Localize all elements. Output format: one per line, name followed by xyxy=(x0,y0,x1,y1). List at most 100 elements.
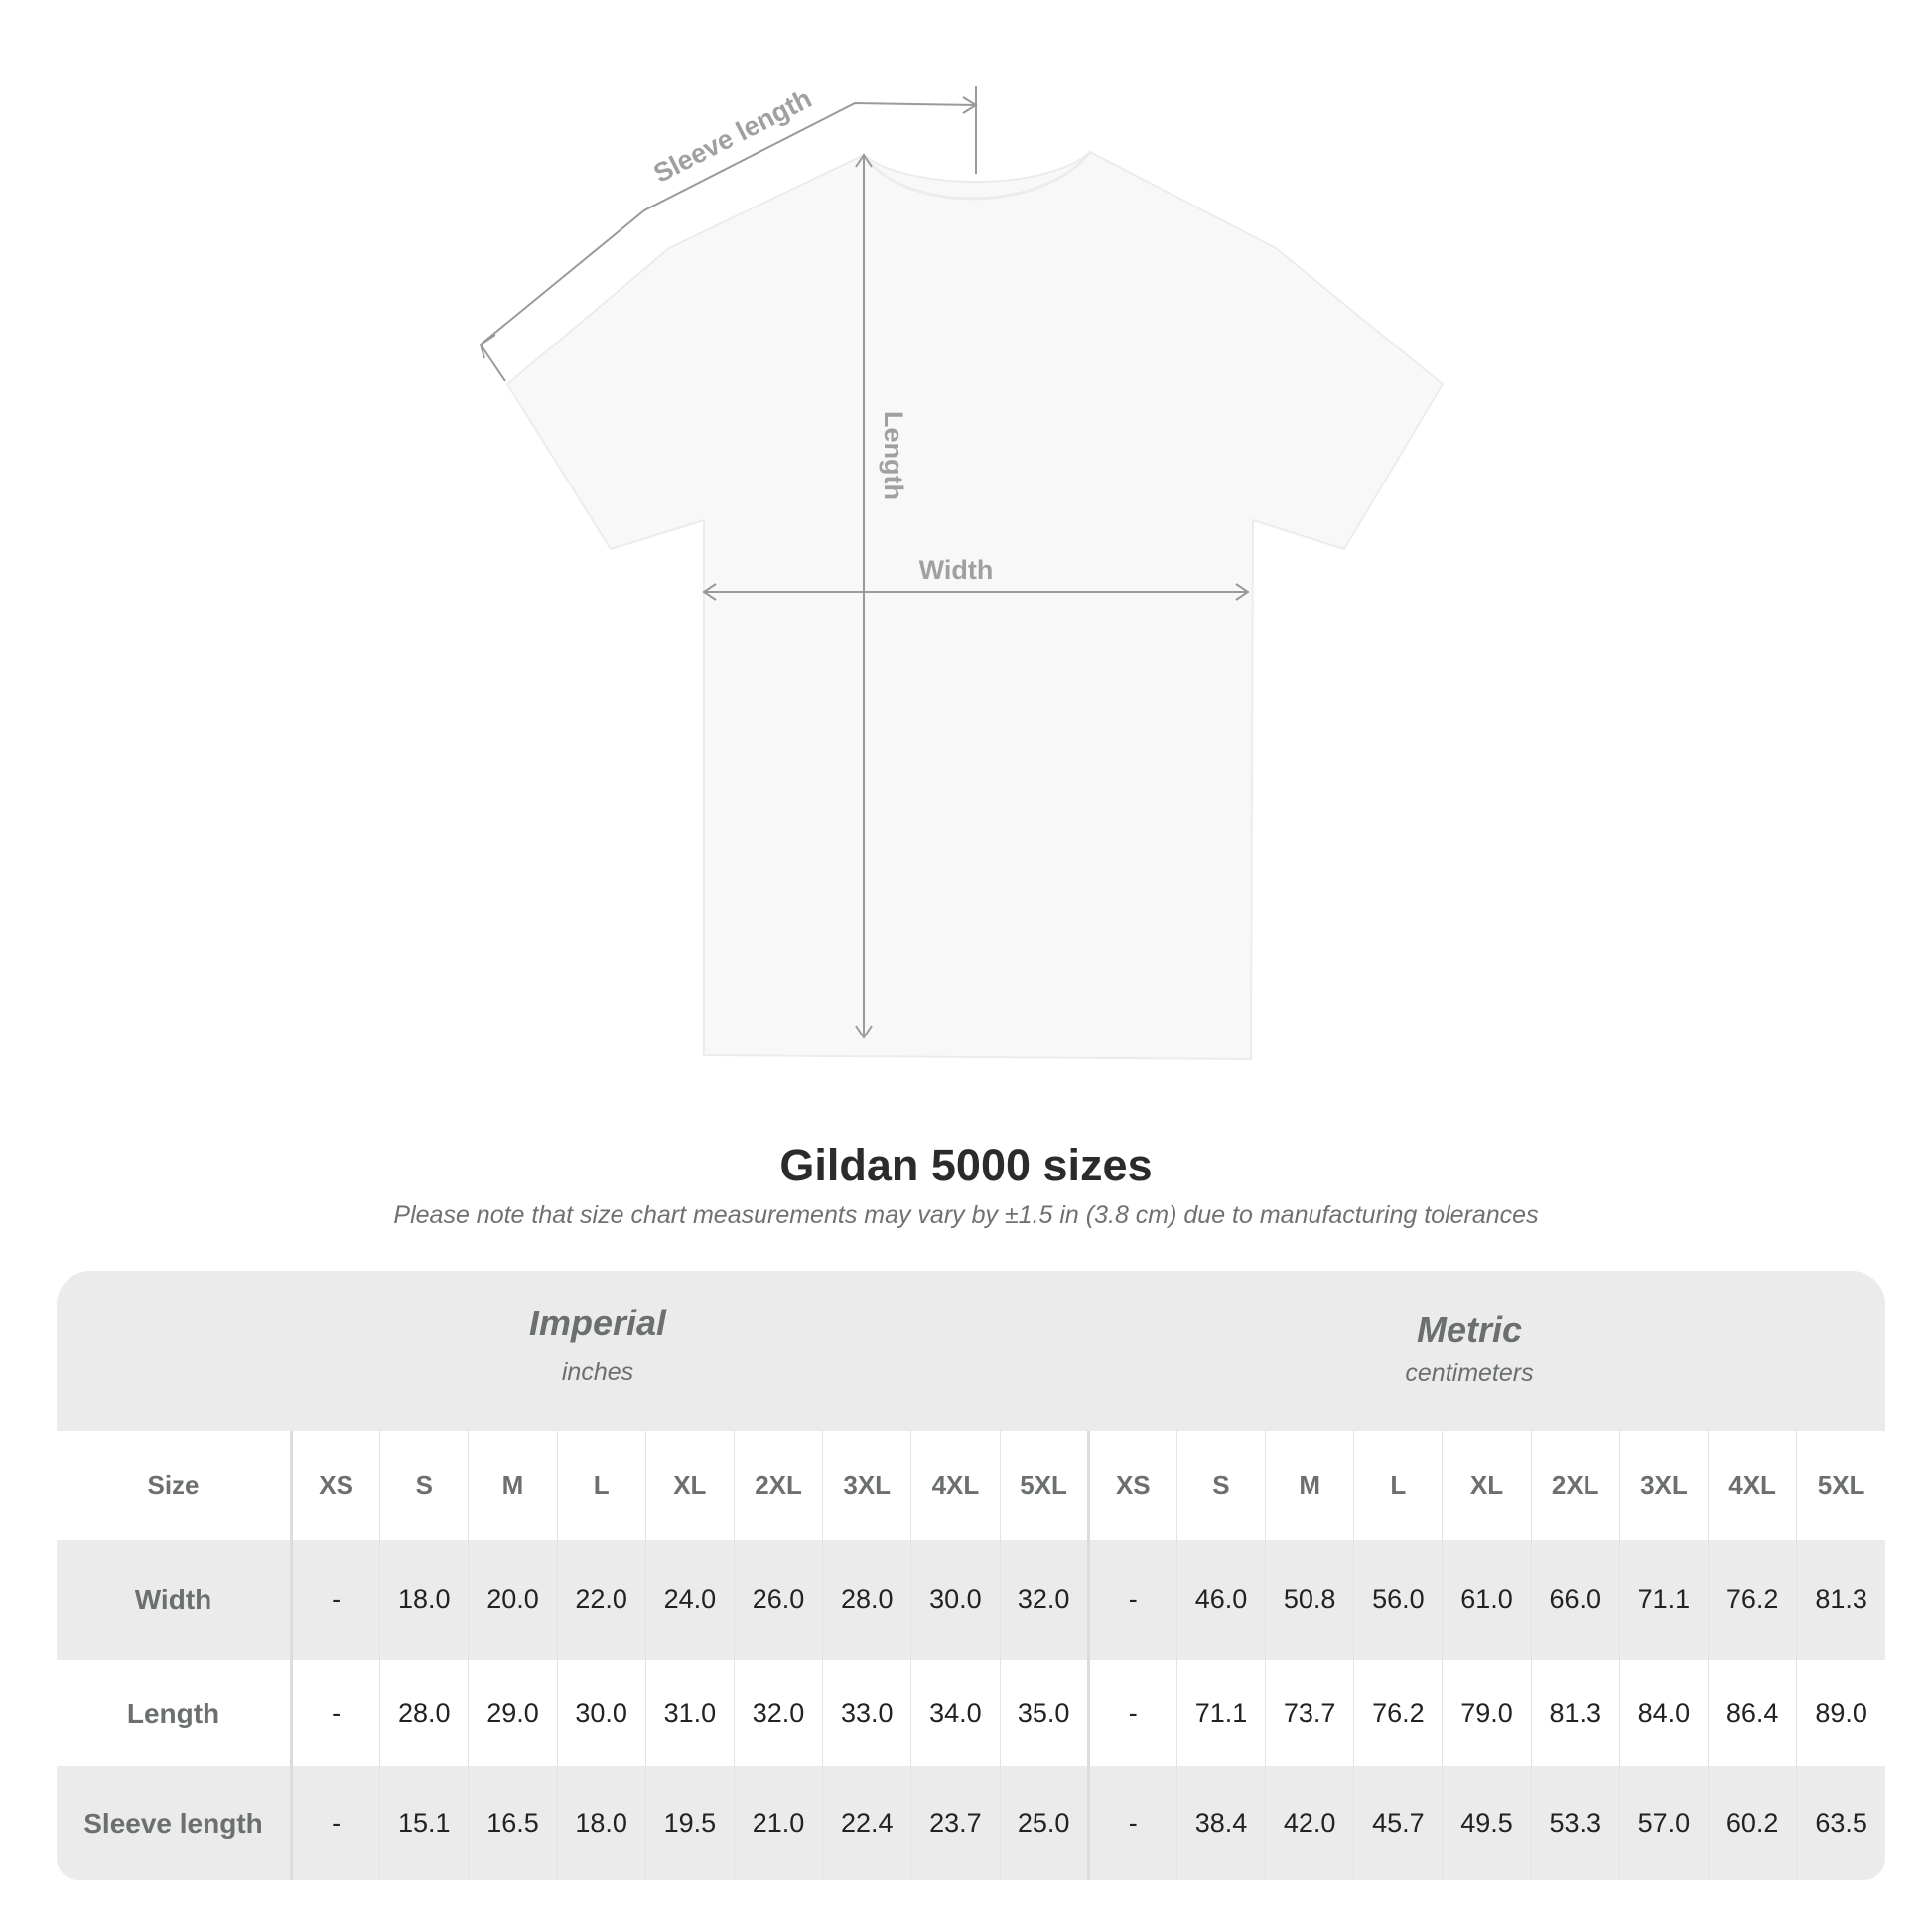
row-label: Sleeve length xyxy=(57,1766,292,1880)
imperial-value-cell: 31.0 xyxy=(644,1660,735,1766)
imperial-size-header: 4XL xyxy=(910,1431,1000,1540)
imperial-value-cell: 32.0 xyxy=(999,1540,1089,1660)
sleeve-tick-left xyxy=(480,344,506,382)
metric-value-cell: 71.1 xyxy=(1618,1540,1709,1660)
metric-value-cell: 38.4 xyxy=(1175,1766,1266,1880)
tolerance-note: Please note that size chart measurements… xyxy=(393,1201,1539,1229)
metric-value-cell: 53.3 xyxy=(1530,1766,1620,1880)
page-title: Gildan 5000 sizes xyxy=(779,1140,1153,1190)
imperial-value-cell: 15.1 xyxy=(379,1766,469,1880)
imperial-value-cell: 18.0 xyxy=(556,1766,646,1880)
arrow xyxy=(962,96,978,114)
metric-size-header: XL xyxy=(1442,1431,1532,1540)
imperial-size-header: 5XL xyxy=(999,1431,1089,1540)
metric-size-header: S xyxy=(1175,1431,1266,1540)
row-label: Size xyxy=(147,1469,200,1500)
metric-value-cell: 84.0 xyxy=(1618,1660,1709,1766)
imperial-value-cell: 24.0 xyxy=(644,1540,735,1660)
imperial-value-cell: 35.0 xyxy=(999,1660,1089,1766)
imperial-value-cell: 22.0 xyxy=(556,1540,646,1660)
arrow xyxy=(855,1025,873,1039)
imperial-value-cell: 28.0 xyxy=(822,1540,911,1660)
metric-value-cell: 76.2 xyxy=(1353,1660,1443,1766)
imperial-size-header: 2XL xyxy=(733,1431,823,1540)
imperial-value-cell: 22.4 xyxy=(822,1766,911,1880)
metric-value-cell: 71.1 xyxy=(1175,1660,1266,1766)
metric-value-cell: 42.0 xyxy=(1265,1766,1354,1880)
metric-size-header: 4XL xyxy=(1707,1431,1797,1540)
imperial-value-cell: 30.0 xyxy=(556,1660,646,1766)
metric-value-cell: 66.0 xyxy=(1530,1540,1620,1660)
metric-size-header: 5XL xyxy=(1796,1431,1885,1540)
imperial-value-cell: 19.5 xyxy=(644,1766,735,1880)
imperial-value-cell: 21.0 xyxy=(733,1766,823,1880)
metric-value-cell: 89.0 xyxy=(1796,1660,1885,1766)
metric-value-cell: 86.4 xyxy=(1707,1660,1797,1766)
metric-value-cell: 49.5 xyxy=(1442,1766,1532,1880)
size-row: Size XS S M L XL 2XL 3XL 4XL 5XL XS S M L XL 2XL 3XL 4XL 5… xyxy=(57,1431,1885,1540)
imperial-value-cell: 18.0 xyxy=(379,1540,469,1660)
imperial-value-cell: 20.0 xyxy=(468,1540,558,1660)
size-grid: Size XS S M L XL 2XL 3XL 4XL 5XL XS S M L XL 2XL 3XL 4XL 5… xyxy=(57,1431,1885,1880)
metric-value-cell: - xyxy=(1086,1540,1177,1660)
metric-value-cell: 46.0 xyxy=(1175,1540,1266,1660)
imperial-header: Imperial inches xyxy=(399,1303,796,1387)
imperial-value-cell: 32.0 xyxy=(733,1660,823,1766)
metric-value-cell: 81.3 xyxy=(1796,1540,1885,1660)
sleeve-length-line xyxy=(480,101,977,345)
metric-value-cell: - xyxy=(1086,1660,1177,1766)
metric-unit: centimeters xyxy=(1405,1359,1534,1387)
collar xyxy=(862,151,1092,201)
metric-value-cell: 50.8 xyxy=(1265,1540,1354,1660)
width-label: Width xyxy=(919,555,994,585)
table-row: Width -18.0 20.0 22.0 24.0 26.0 28.0 30.0 32.0-4… xyxy=(57,1540,1885,1660)
imperial-value-cell: - xyxy=(289,1660,380,1766)
imperial-value-cell: - xyxy=(289,1540,380,1660)
imperial-size-header: XS xyxy=(289,1431,380,1540)
arrow xyxy=(855,153,873,168)
metric-value-cell: 76.2 xyxy=(1707,1540,1797,1660)
metric-value-cell: - xyxy=(1086,1766,1177,1880)
imperial-value-cell: 26.0 xyxy=(733,1540,823,1660)
imperial-unit: inches xyxy=(561,1358,634,1386)
imperial-value-cell: 34.0 xyxy=(910,1660,1000,1766)
imperial-size-header: M xyxy=(468,1431,558,1540)
tshirt-measurement-diagram: Sleeve length Length Width xyxy=(479,83,1445,1061)
metric-value-cell: 81.3 xyxy=(1530,1660,1620,1766)
imperial-value-cell: 29.0 xyxy=(468,1660,558,1766)
imperial-value-cell: 28.0 xyxy=(379,1660,469,1766)
metric-value-cell: 61.0 xyxy=(1442,1540,1532,1660)
imperial-value-cell: 25.0 xyxy=(999,1766,1089,1880)
metric-value-cell: 60.2 xyxy=(1707,1766,1797,1880)
imperial-title: Imperial xyxy=(528,1303,667,1343)
arrow xyxy=(702,583,717,601)
imperial-value-cell: 16.5 xyxy=(468,1766,558,1880)
metric-size-header: 3XL xyxy=(1618,1431,1709,1540)
metric-size-header: XS xyxy=(1086,1431,1177,1540)
metric-value-cell: 73.7 xyxy=(1265,1660,1354,1766)
imperial-size-header: 3XL xyxy=(822,1431,911,1540)
imperial-value-cell: - xyxy=(289,1766,380,1880)
imperial-size-header: S xyxy=(379,1431,469,1540)
imperial-value-cell: 33.0 xyxy=(822,1660,911,1766)
metric-value-cell: 56.0 xyxy=(1353,1540,1443,1660)
metric-size-header: 2XL xyxy=(1530,1431,1620,1540)
row-label: Width xyxy=(57,1540,292,1660)
imperial-size-header: L xyxy=(556,1431,646,1540)
length-label: Length xyxy=(879,411,908,500)
imperial-value-cell: 30.0 xyxy=(910,1540,1000,1660)
metric-title: Metric xyxy=(1416,1310,1523,1350)
metric-size-header: M xyxy=(1265,1431,1354,1540)
metric-value-cell: 79.0 xyxy=(1442,1660,1532,1766)
arrow xyxy=(1235,583,1250,601)
arrow xyxy=(479,334,496,359)
metric-value-cell: 45.7 xyxy=(1353,1766,1443,1880)
imperial-size-header: XL xyxy=(644,1431,735,1540)
metric-value-cell: 63.5 xyxy=(1796,1766,1885,1880)
measure-lines xyxy=(479,86,1250,1039)
imperial-value-cell: 23.7 xyxy=(910,1766,1000,1880)
metric-size-header: L xyxy=(1353,1431,1443,1540)
row-label: Length xyxy=(126,1697,220,1728)
table-header: Imperial inches Metric centimeters xyxy=(57,1271,1885,1431)
size-table: Imperial inches Metric centimeters Size X… xyxy=(57,1271,1885,1880)
